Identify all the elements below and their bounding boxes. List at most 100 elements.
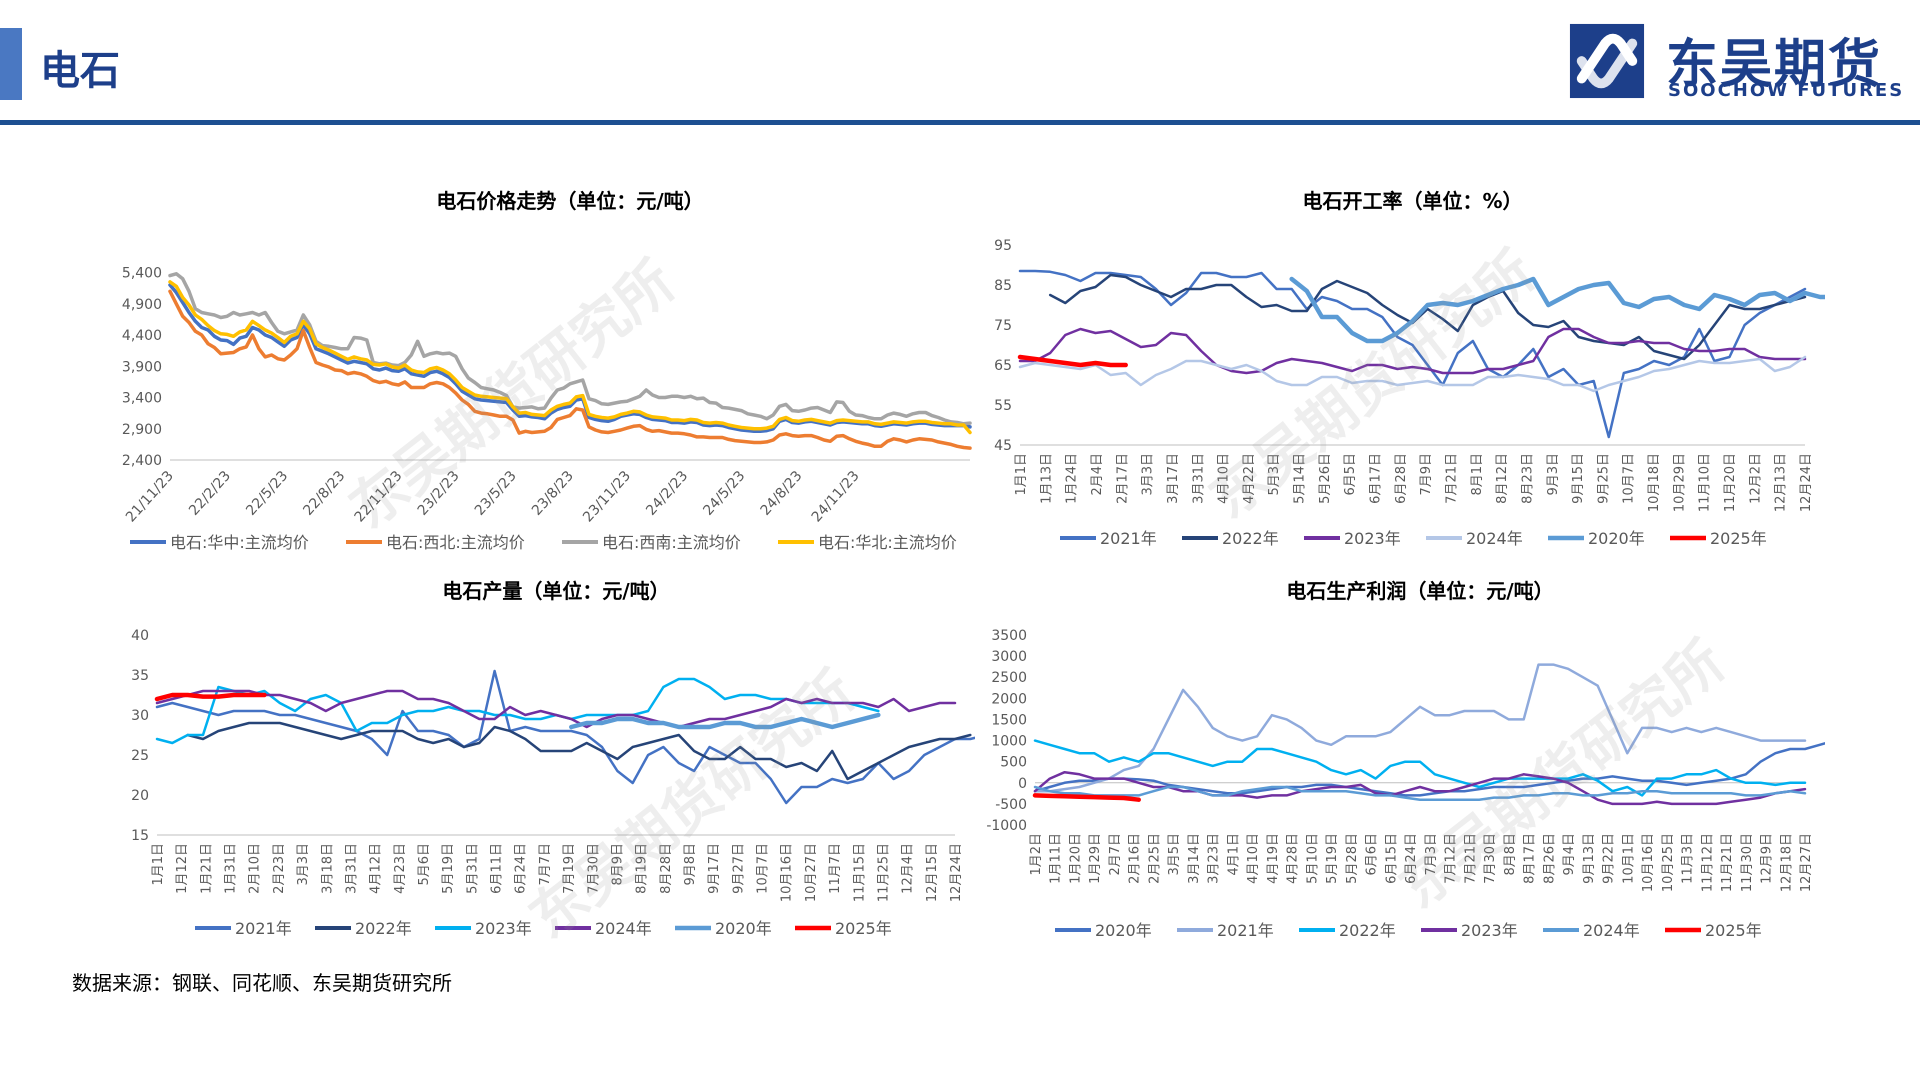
series-line-2 [1033,663,1807,793]
x-tick-label: 7月21日 [1444,453,1459,504]
x-tick-label: 3月23日 [1207,833,1222,884]
x-tick-label: 12月15日 [925,843,940,902]
legend-label: 2021年 [1217,921,1274,940]
x-tick-label: 5月3日 [1267,453,1282,496]
x-tick-label: 8月17日 [1523,833,1538,884]
x-tick-label: 1月24日 [1065,453,1080,504]
x-tick-label: 24/5/23 [700,468,748,519]
x-tick-label: 8月8日 [1503,833,1518,876]
output-chart: 电石产量（单位：元/吨） 15 20 25 30 35 40 1月1日 1月12日 1月21日 1月… [115,570,987,950]
x-tick-label: 2月16日 [1128,833,1143,884]
legend-label: 电石:西南:主流均价 [602,533,741,552]
legend-label: 2022年 [355,919,412,938]
y-tick-label: 35 [131,668,149,684]
x-tick-label: 5月26日 [1318,453,1333,504]
y-tick-label: 4,900 [122,297,162,313]
x-tick-label: 1月1日 [1014,453,1029,496]
legend-label: 2020年 [1588,529,1645,548]
legend-label: 2025年 [1710,529,1767,548]
legend-label: 2020年 [1095,921,1152,940]
x-tick-label: 8月9日 [610,843,625,886]
x-tick-label: 4月10日 [1217,453,1232,504]
x-tick-label: 2月25日 [1147,833,1162,884]
legend-label: 2025年 [835,919,892,938]
y-tick-label: 3,400 [122,391,162,407]
x-tick-label: 6月24日 [1404,833,1419,884]
x-tick-label: 9月17日 [707,843,722,894]
y-tick-label: 2,900 [122,422,162,438]
y-tick-label: 55 [994,398,1012,414]
x-tick-label: 4月1日 [1226,833,1241,876]
x-tick-label: 5月28日 [1345,833,1360,884]
x-tick-label: 12月4日 [901,843,916,894]
legend-label: 2022年 [1339,921,1396,940]
y-tick-label: 75 [994,318,1012,334]
x-tick-label: 21/11/23 [123,468,177,525]
y-tick-label: 1000 [991,734,1027,750]
y-tick-label: 40 [131,628,149,644]
y-tick-label: 2000 [991,691,1027,707]
y-tick-label: 85 [994,278,1012,294]
legend-label: 2024年 [1583,921,1640,940]
x-tick-label: 3月14日 [1187,833,1202,884]
company-logo: 东吴期货 SOOCHOW FUTURES [1568,22,1903,106]
x-tick-label: 8月23日 [1520,453,1535,504]
x-tick-label: 10月18日 [1647,453,1662,512]
chart-title: 电石开工率（单位：%） [1302,189,1522,213]
legend-label: 2024年 [595,919,652,938]
x-tick-label: 1月20日 [1068,833,1083,884]
series-line-3 [168,272,972,426]
x-tick-label: 7月12日 [1444,833,1459,884]
y-tick-label: 25 [131,748,149,764]
x-tick-label: 12月18日 [1779,833,1794,892]
operating_rate-svg: 电石开工率（单位：%） 45 55 65 75 85 95 1月1日 1月13日 1月24日 2月4… [994,189,1898,548]
x-tick-label: 9月27日 [731,843,746,894]
x-tick-label: 11月20日 [1723,453,1738,512]
x-tick-label: 3月31日 [344,843,359,894]
x-tick-label: 4月12日 [369,843,384,894]
x-tick-label: 7月19日 [562,843,577,894]
x-tick-label: 6月24日 [514,843,529,894]
x-tick-label: 10月7日 [756,843,771,894]
x-tick-label: 7月9日 [1419,453,1434,496]
series-line-6 [154,692,267,702]
x-tick-label: 9月25日 [1596,453,1611,504]
logo-mark-icon [1569,23,1645,99]
x-tick-label: 7月21日 [1463,833,1478,884]
x-tick-label: 5月14日 [1293,453,1308,504]
x-tick-label: 11月15日 [852,843,867,902]
x-tick-label: 22/2/23 [186,468,234,519]
series-line-4 [1018,355,1807,393]
y-tick-label: 1500 [991,712,1027,728]
series-line-5 [1033,785,1807,801]
x-tick-label: 10月16日 [1641,833,1656,892]
y-tick-label: -1000 [986,818,1027,834]
legend-label: 2021年 [1100,529,1157,548]
x-tick-label: 6月6日 [1365,833,1380,876]
price-svg: 电石价格走势（单位：元/吨） 2,400 2,900 3,400 3,900 4,400 4… [122,189,972,552]
x-tick-label: 4月10日 [1246,833,1261,884]
legend-label: 电石:西北:主流均价 [386,533,525,552]
x-tick-label: 11月30日 [1740,833,1755,892]
y-tick-label: 3500 [991,628,1027,644]
x-tick-label: 8月19日 [635,843,650,894]
x-tick-label: 9月8日 [683,843,698,886]
x-tick-label: 3月3日 [296,843,311,886]
x-tick-label: 10月29日 [1672,453,1687,512]
series-line-4 [155,689,957,729]
x-tick-label: 6月28日 [1394,453,1409,504]
x-tick-label: 11月7日 [828,843,843,894]
chart-title: 电石价格走势（单位：元/吨） [436,189,703,213]
y-tick-label: 45 [994,438,1012,454]
x-tick-label: 3月31日 [1191,453,1206,504]
x-tick-label: 11月10日 [1698,453,1713,512]
x-tick-label: 2月7日 [1108,833,1123,876]
x-tick-label: 11月25日 [876,843,891,902]
x-tick-label: 8月1日 [1470,453,1485,496]
series-line-2 [1048,273,1807,361]
legend-label: 2023年 [1461,921,1518,940]
x-tick-label: 7月30日 [586,843,601,894]
x-tick-label: 10月7日 [1622,453,1637,504]
series-line-4 [168,280,972,435]
x-tick-label: 9月22日 [1602,833,1617,884]
